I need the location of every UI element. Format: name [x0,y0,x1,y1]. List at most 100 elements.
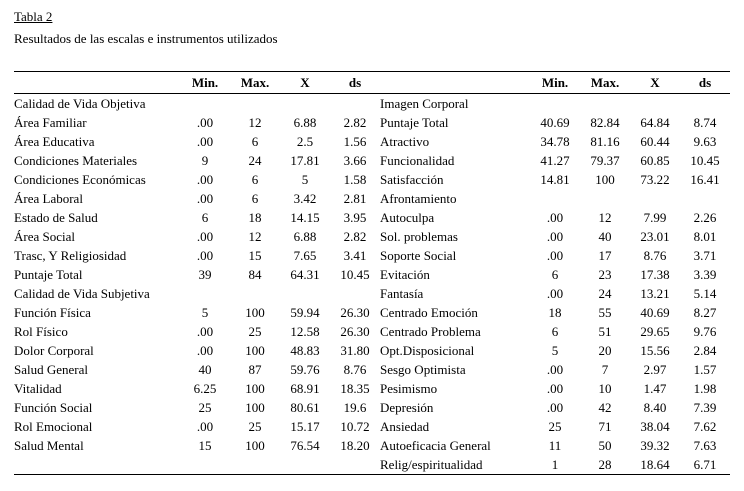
cell-value: 2.26 [693,210,717,225]
row-label: Función Social [14,400,93,415]
row-label: Sesgo Optimista [380,362,466,377]
row-label: Pesimismo [380,381,438,396]
cell-value: 23.01 [640,229,670,244]
cell-value: .00 [196,134,214,149]
cell-value: 6.25 [193,381,217,396]
cell-value: 7.65 [293,248,317,263]
row-label: Imagen Corporal [380,96,469,111]
cell-value: 10.45 [340,267,370,282]
row-label: Calidad de Vida Subjetiva [14,286,150,301]
cell-value: 80.61 [290,400,320,415]
cell-value: 9.76 [693,324,717,339]
cell-value: .00 [546,381,564,396]
cell-value: 6 [251,172,259,187]
row-label: Puntaje Total [14,267,83,282]
cell-value: 38.04 [640,419,670,434]
header-spacer-right [380,71,530,94]
cell-value: 40 [198,362,212,377]
row-label: Sol. problemas [380,229,458,244]
cell-value: 9 [201,153,209,168]
cell-value: 87 [248,362,262,377]
table-row: Relig/espiritualidad 1 28 18.64 6.71 [14,455,730,475]
cell-value: 59.94 [290,305,320,320]
row-label: Ansiedad [380,419,430,434]
row-label: Centrado Problema [380,324,481,339]
cell-value: 15.17 [290,419,320,434]
table-row: Condiciones Materiales 9 24 17.81 3.66 Funcio… [14,151,730,170]
cell-value: 7.99 [643,210,667,225]
cell-value: 31.80 [340,343,370,358]
row-label: Afrontamiento [380,191,457,206]
cell-value: 6 [551,267,559,282]
cell-value: 5 [551,343,559,358]
cell-value: 19.6 [343,400,367,415]
table-row: Dolor Corporal .00 100 48.83 31.80 Opt.Dispos… [14,341,730,360]
cell-value: 3.66 [343,153,367,168]
cell-value: 12.58 [290,324,320,339]
cell-value: 25 [198,400,212,415]
table-row: Puntaje Total 39 84 64.31 10.45 Evitación 6 23 1… [14,265,730,284]
column-header: X [280,71,330,94]
row-label: Centrado Emoción [380,305,478,320]
cell-value: 64.31 [290,267,320,282]
cell-value: .00 [196,343,214,358]
table-row: Salud Mental 15 100 76.54 18.20 Autoeficacia … [14,436,730,455]
cell-value: 7.62 [693,419,717,434]
table-row: Condiciones Económicas .00 6 5 1.58 Satisfacc… [14,170,730,189]
cell-value [230,284,280,303]
cell-value [180,94,230,114]
cell-value: 15 [248,248,262,263]
cell-value: 39 [198,267,212,282]
cell-value: 18.35 [340,381,370,396]
cell-value: 23 [598,267,612,282]
cell-value: 40.69 [540,115,570,130]
row-label: Trasc, Y Religiosidad [14,248,127,263]
cell-value: .00 [546,248,564,263]
cell-value: 28 [580,455,630,475]
cell-value: .00 [196,172,214,187]
cell-value [180,284,230,303]
table-row: Función Social 25 100 80.61 19.6 Depresión .00… [14,398,730,417]
table-subtitle: Resultados de las escalas e instrumentos… [14,31,278,46]
row-label: Funcionalidad [380,153,455,168]
cell-value: .00 [196,248,214,263]
column-header: Min. [180,71,230,94]
cell-value: 1.58 [343,172,367,187]
cell-value: 25 [248,419,262,434]
table-row: Rol Emocional .00 25 15.17 10.72 Ansiedad 25 71… [14,417,730,436]
row-label: Área Familiar [14,115,87,130]
cell-value: 24 [598,286,612,301]
cell-value: 29.65 [640,324,670,339]
cell-value: 8.76 [343,362,367,377]
cell-value: 2.84 [693,343,717,358]
cell-value [530,189,580,208]
cell-value: 18.64 [630,455,680,475]
cell-value [280,284,330,303]
cell-value: 73.22 [640,172,670,187]
row-label: Evitación [380,267,430,282]
cell-value: 2.97 [643,362,667,377]
cell-value: 7.63 [693,438,717,453]
cell-value: 18.20 [340,438,370,453]
cell-value: 6 [201,210,209,225]
cell-value: 50 [598,438,612,453]
cell-value: 9.63 [693,134,717,149]
cell-value: 6.88 [293,229,317,244]
row-label: Autoeficacia General [380,438,491,453]
row-label: Vitalidad [14,381,62,396]
table-row: Área Social .00 12 6.88 2.82 Sol. problemas .0… [14,227,730,246]
table-row: Calidad de Vida Subjetiva Fantasía .00 24 13… [14,284,730,303]
cell-value: 15 [198,438,212,453]
cell-value: 3.42 [293,191,317,206]
cell-value: 3.71 [693,248,717,263]
table-row: Área Laboral .00 6 3.42 2.81 Afrontamiento [14,189,730,208]
cell-value: .00 [196,191,214,206]
cell-value: 11 [548,438,562,453]
cell-value: 2.81 [343,191,367,206]
cell-value: .00 [546,210,564,225]
cell-value: 51 [598,324,612,339]
row-label: Relig/espiritualidad [380,455,530,475]
cell-value: 15.56 [640,343,670,358]
